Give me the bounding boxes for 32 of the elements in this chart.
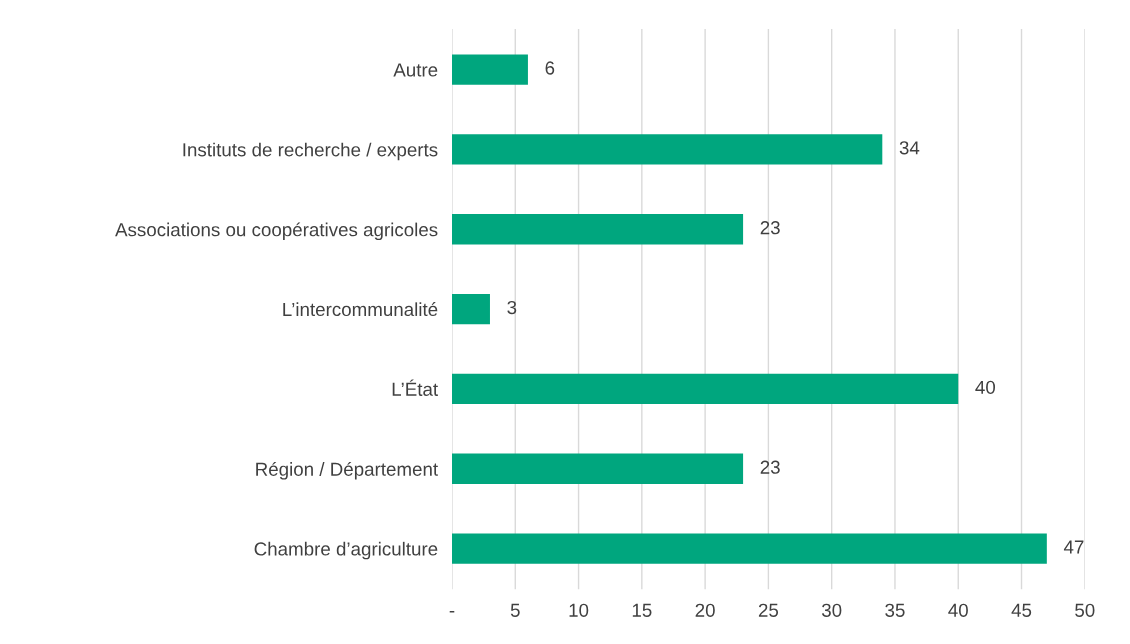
- y-tick-label: L’intercommunalité: [283, 302, 438, 317]
- data-label: 23: [760, 460, 780, 474]
- x-tick-label: 5: [510, 603, 520, 617]
- x-tick-label: -: [449, 611, 455, 613]
- data-label: 6: [545, 61, 555, 75]
- bar: [452, 293, 490, 325]
- x-tick-label: 25: [758, 603, 779, 617]
- bar: [452, 533, 1047, 564]
- x-tick-label: 45: [1011, 603, 1032, 617]
- bar: [452, 54, 528, 85]
- data-label: 40: [975, 380, 996, 394]
- x-tick-label: 20: [695, 603, 715, 617]
- x-tick-label: 35: [885, 603, 905, 617]
- y-tick-label: L’État: [392, 379, 438, 396]
- x-tick-label: 40: [948, 603, 968, 617]
- y-tick-label: Région / Département: [256, 461, 438, 480]
- x-tick-label: 15: [632, 603, 652, 617]
- y-tick-label: Autre: [393, 63, 438, 77]
- bar: [452, 134, 883, 165]
- bar: [452, 373, 959, 405]
- y-tick-label: Chambre d’agriculture: [254, 541, 438, 560]
- bar: [452, 214, 744, 245]
- x-tick-label: 50: [1075, 603, 1095, 617]
- y-tick-label: Instituts de recherche / experts: [183, 142, 438, 161]
- data-label: 47: [1063, 540, 1084, 554]
- x-tick-label: 10: [569, 603, 589, 617]
- bar: [452, 453, 744, 484]
- data-label: 23: [760, 221, 780, 235]
- y-tick-label: Associations ou coopératives agricoles: [115, 222, 438, 241]
- x-tick-label: 30: [821, 603, 842, 617]
- data-label: 3: [507, 300, 517, 315]
- data-label: 34: [899, 141, 920, 155]
